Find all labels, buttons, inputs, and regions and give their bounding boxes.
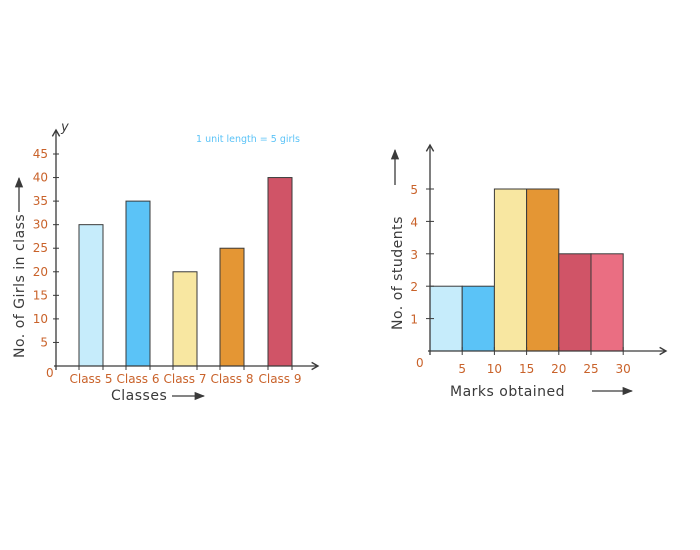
y-tick-label: 4 <box>410 215 418 229</box>
bar-class-8 <box>219 247 245 367</box>
y-tick-label: 15 <box>33 288 48 302</box>
y-tick-label: 25 <box>33 241 48 255</box>
bar-class-5 <box>78 224 104 367</box>
x-tick-label: Class 8 <box>210 372 253 386</box>
bar-class-6 <box>125 200 151 367</box>
histogram-bar-15-20 <box>526 188 560 352</box>
y-tick-label: 20 <box>33 265 48 279</box>
bar-class-7 <box>172 271 198 367</box>
y-tick-label: 3 <box>410 248 418 262</box>
y-tick-label: 35 <box>33 194 48 208</box>
x-tick-label: Class 7 <box>163 372 206 386</box>
histogram-bar-25-30 <box>590 253 624 352</box>
origin-label: 0 <box>46 366 54 380</box>
y-tick-label: 1 <box>410 313 418 327</box>
x-tick-label: 20 <box>551 362 566 376</box>
histogram-bar-0-5 <box>429 285 463 352</box>
x-axis-title: Marks obtained <box>450 384 565 400</box>
y-axis-letter: y <box>60 120 69 135</box>
x-tick-label: 5 <box>458 362 466 376</box>
y-axis-title: No. of Girls in class <box>12 214 28 358</box>
histogram-bar-5-10 <box>461 285 495 352</box>
y-tick-label: 10 <box>33 312 48 326</box>
x-axis-title: Classes <box>111 388 167 404</box>
x-tick-label: Class 5 <box>69 372 112 386</box>
x-tick-label: 10 <box>487 362 502 376</box>
y-tick-label: 5 <box>40 335 48 349</box>
x-tick-label: 25 <box>583 362 598 376</box>
x-tick-label: 15 <box>519 362 534 376</box>
x-tick-label: Class 6 <box>116 372 159 386</box>
y-tick-label: 2 <box>410 280 418 294</box>
histogram-bar-20-25 <box>558 253 592 352</box>
x-tick-label: 30 <box>616 362 631 376</box>
histogram-bar-10-15 <box>493 188 528 352</box>
y-tick-label: 40 <box>33 171 48 185</box>
origin-label: 0 <box>416 356 424 370</box>
y-tick-label: 5 <box>410 183 418 197</box>
marks-histogram: 0 Marks obtained No. of students 5 10 15 20… <box>390 143 668 400</box>
y-tick-label: 45 <box>33 147 48 161</box>
bar-class-9 <box>267 177 293 367</box>
girls-bar-chart: 1 unit length = 5 girls y 0 Classes No. … <box>12 120 320 404</box>
x-tick-label: Class 9 <box>258 372 301 386</box>
annotation: 1 unit length = 5 girls <box>196 134 300 145</box>
y-axis-title: No. of students <box>390 216 406 330</box>
y-tick-label: 30 <box>33 218 48 232</box>
